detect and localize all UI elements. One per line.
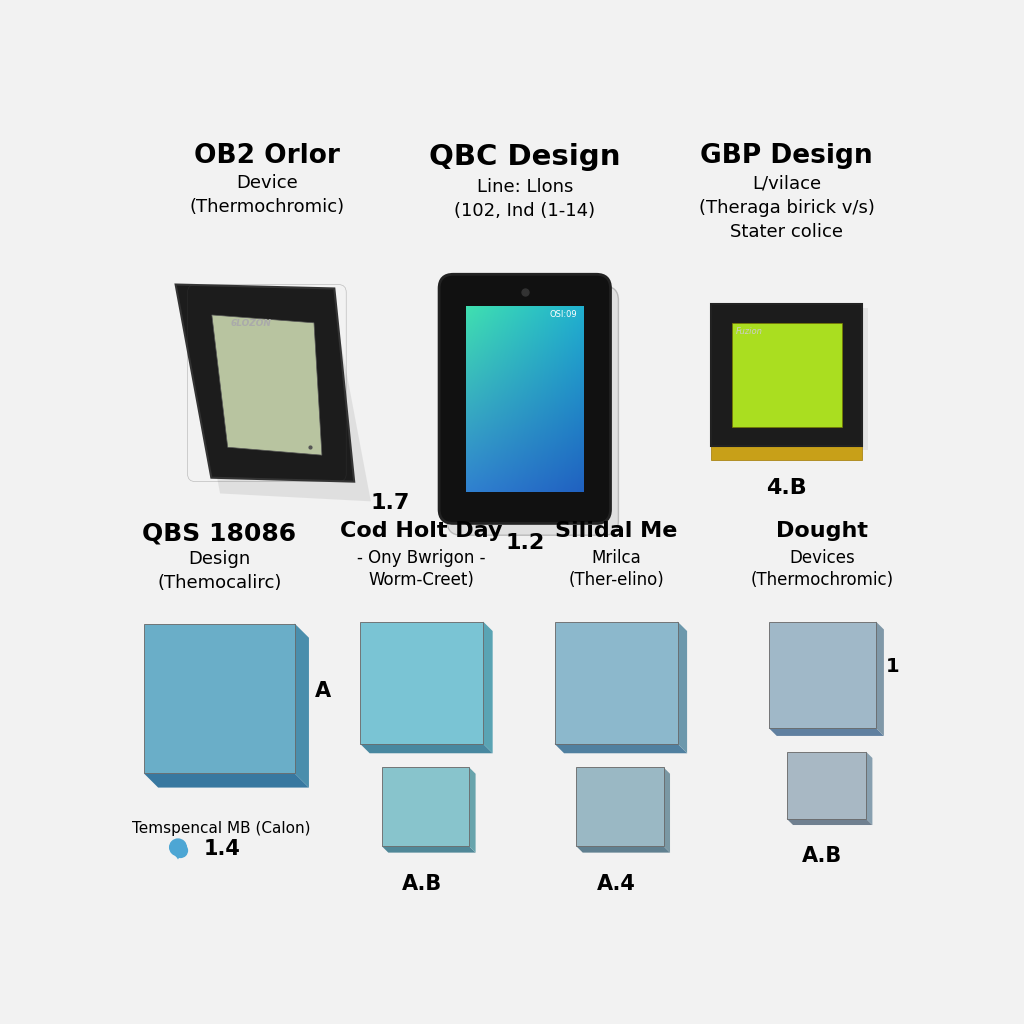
Text: (Ther-elino): (Ther-elino) [568, 570, 664, 589]
Text: A: A [314, 681, 331, 700]
Text: Silidal Me: Silidal Me [555, 521, 677, 541]
Bar [712, 443, 862, 461]
Circle shape [170, 839, 186, 856]
Text: QBC Design: QBC Design [429, 142, 621, 171]
Text: GBP Design: GBP Design [700, 142, 873, 169]
Polygon shape [786, 819, 872, 825]
Polygon shape [866, 752, 872, 825]
Text: - Ony Bwrigon -: - Ony Bwrigon - [357, 549, 485, 566]
Text: 1.2: 1.2 [505, 532, 545, 553]
Polygon shape [360, 743, 493, 754]
Polygon shape [176, 285, 354, 481]
Text: Line: Llons: Line: Llons [476, 178, 573, 196]
Text: A.4: A.4 [597, 873, 636, 894]
Text: (Thermochromic): (Thermochromic) [751, 570, 894, 589]
Polygon shape [769, 728, 884, 736]
Text: OB2 Orlor: OB2 Orlor [194, 142, 340, 169]
Polygon shape [184, 304, 371, 502]
Bar [786, 752, 866, 819]
Text: A.B: A.B [401, 873, 441, 894]
Bar [555, 622, 678, 743]
Text: 1: 1 [886, 657, 899, 677]
Polygon shape [876, 622, 884, 736]
Bar [712, 304, 862, 446]
Text: (Themocalirc): (Themocalirc) [157, 573, 282, 592]
Bar [360, 622, 483, 743]
Text: Devices: Devices [790, 549, 855, 566]
Polygon shape [577, 846, 670, 853]
Bar [382, 767, 469, 846]
Bar [769, 622, 876, 728]
Polygon shape [382, 846, 475, 853]
Text: QBS 18086: QBS 18086 [142, 521, 296, 545]
Bar [143, 624, 295, 773]
Polygon shape [483, 622, 493, 754]
Text: (Thermochromic): (Thermochromic) [189, 198, 344, 216]
Text: 1.7: 1.7 [371, 494, 410, 513]
Text: 4.B: 4.B [766, 477, 807, 498]
Text: 6LOZON: 6LOZON [230, 318, 271, 328]
Text: Temspencal MB (Calon): Temspencal MB (Calon) [132, 820, 310, 836]
FancyBboxPatch shape [447, 286, 618, 536]
Bar [718, 308, 868, 451]
Text: Cod Holt Day: Cod Holt Day [340, 521, 503, 541]
Bar [577, 767, 664, 846]
Text: A.B: A.B [802, 846, 843, 866]
Text: OSI:09: OSI:09 [550, 310, 577, 319]
Text: Design: Design [188, 550, 251, 568]
Text: Device: Device [236, 174, 298, 193]
Text: Fuzion: Fuzion [735, 328, 763, 336]
Text: 1.4: 1.4 [204, 839, 241, 859]
Polygon shape [678, 622, 687, 754]
Polygon shape [170, 847, 185, 859]
Text: Worm-Creet): Worm-Creet) [369, 570, 474, 589]
Text: L/vilace: L/vilace [752, 174, 821, 193]
Text: Mrilca: Mrilca [591, 549, 641, 566]
Polygon shape [295, 624, 309, 787]
FancyBboxPatch shape [439, 274, 610, 523]
Text: (102, Ind (1-14): (102, Ind (1-14) [455, 202, 595, 220]
Polygon shape [212, 315, 322, 455]
Bar [732, 324, 842, 427]
Polygon shape [664, 767, 670, 853]
Text: Stater colice: Stater colice [730, 223, 843, 241]
Text: (Theraga birick v/s): (Theraga birick v/s) [698, 199, 874, 216]
Polygon shape [469, 767, 475, 853]
Text: Dought: Dought [776, 521, 868, 541]
Polygon shape [555, 743, 687, 754]
Polygon shape [143, 773, 309, 787]
